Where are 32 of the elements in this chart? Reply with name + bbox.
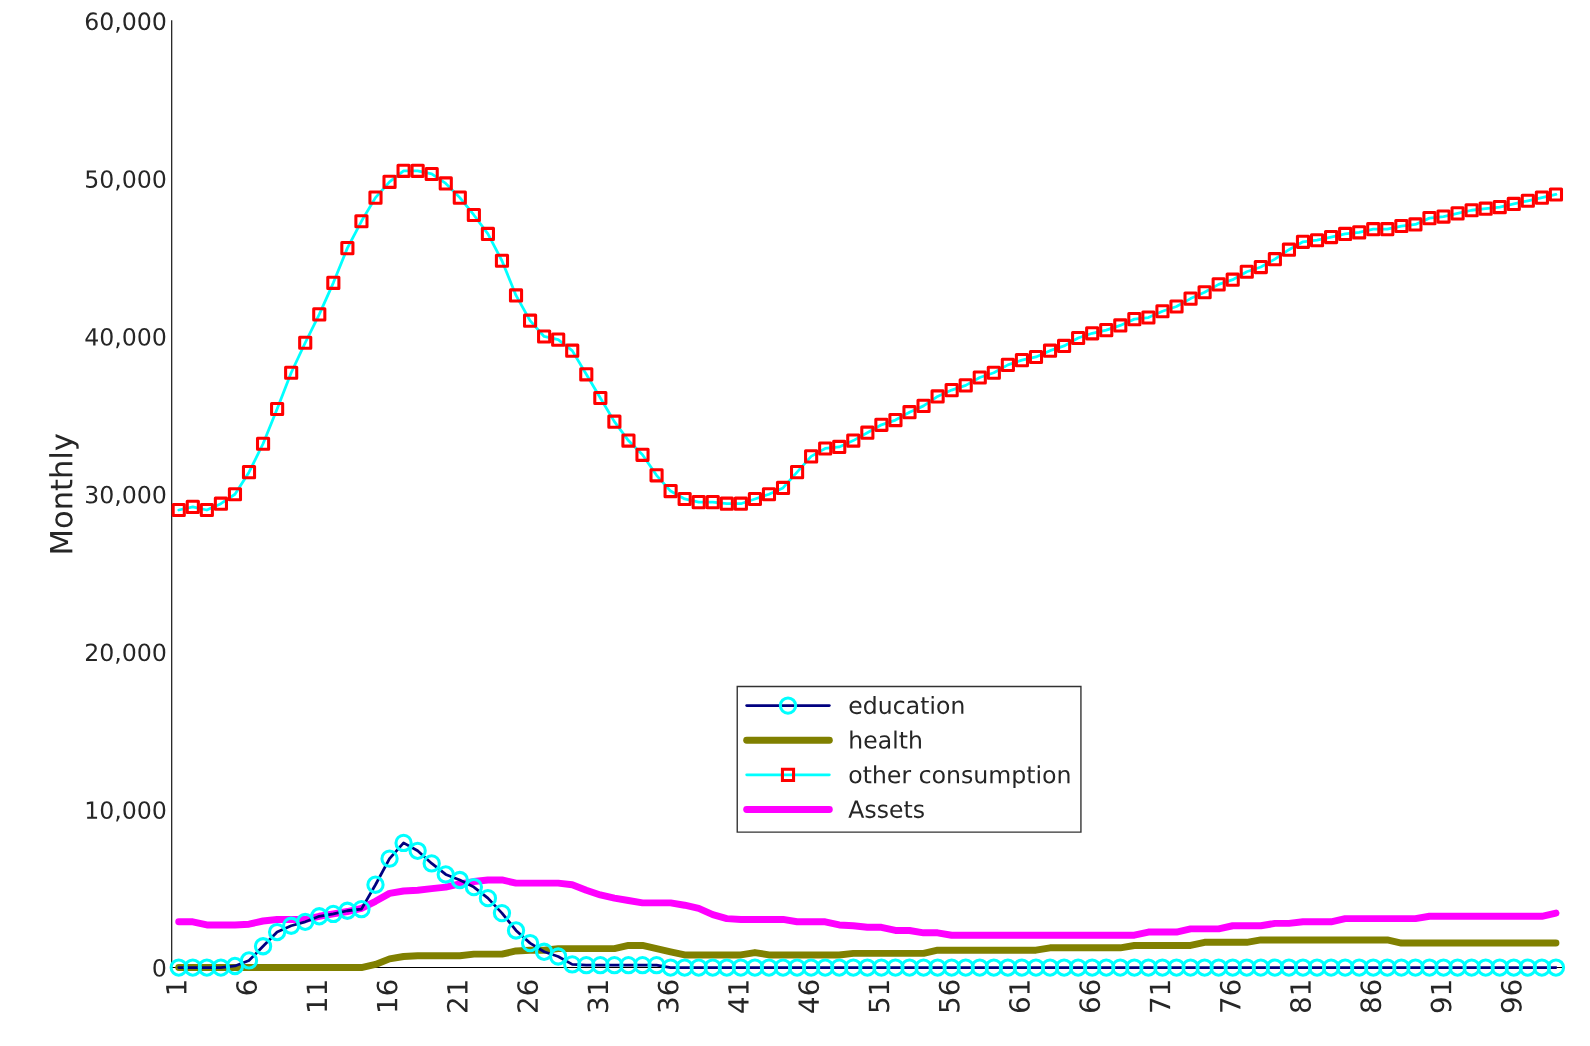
y-tick-label: 10,000 bbox=[86, 801, 166, 822]
x-tick-label: 96 bbox=[1500, 980, 1522, 1013]
x-tick-label: 6 bbox=[236, 980, 258, 995]
y-tick-label: 20,000 bbox=[85, 643, 166, 664]
legend-label: Assets bbox=[848, 800, 924, 819]
x-tick-label: 26 bbox=[517, 980, 539, 1012]
y-tick-label: 60,000 bbox=[85, 12, 166, 33]
y-tick-label: 50,000 bbox=[86, 170, 166, 191]
x-tick-label: 51 bbox=[868, 981, 890, 1012]
x-tick-label: 41 bbox=[728, 981, 749, 1013]
x-tick-label: 31 bbox=[587, 981, 609, 1012]
y-tick-label: 30,000 bbox=[86, 485, 166, 506]
x-tick-label: 76 bbox=[1219, 980, 1241, 1012]
legend-label: health bbox=[850, 730, 921, 749]
x-tick-label: 71 bbox=[1149, 981, 1171, 1012]
y-tick-label: 40,000 bbox=[85, 327, 166, 349]
x-tick-label: 56 bbox=[938, 980, 960, 1012]
x-tick-label: 91 bbox=[1430, 981, 1452, 1013]
x-tick-label: 11 bbox=[306, 981, 327, 1011]
x-tick-label: 81 bbox=[1290, 981, 1312, 1013]
y-axis-title: Monthly bbox=[49, 433, 79, 553]
x-tick-label: 21 bbox=[446, 981, 468, 1012]
y-tick-label: 0 bbox=[153, 959, 166, 977]
x-tick-label: 36 bbox=[657, 980, 679, 1012]
x-tick-label: 86 bbox=[1360, 980, 1382, 1013]
x-tick-label: 66 bbox=[1079, 980, 1101, 1013]
x-tick-label: 46 bbox=[798, 980, 820, 1013]
x-tick-label: 61 bbox=[1008, 981, 1030, 1013]
legend-label: education bbox=[849, 695, 964, 715]
x-tick-label: 1 bbox=[166, 981, 187, 994]
x-tick-label: 16 bbox=[376, 980, 398, 1011]
legend-label: other consumption bbox=[849, 765, 1070, 789]
